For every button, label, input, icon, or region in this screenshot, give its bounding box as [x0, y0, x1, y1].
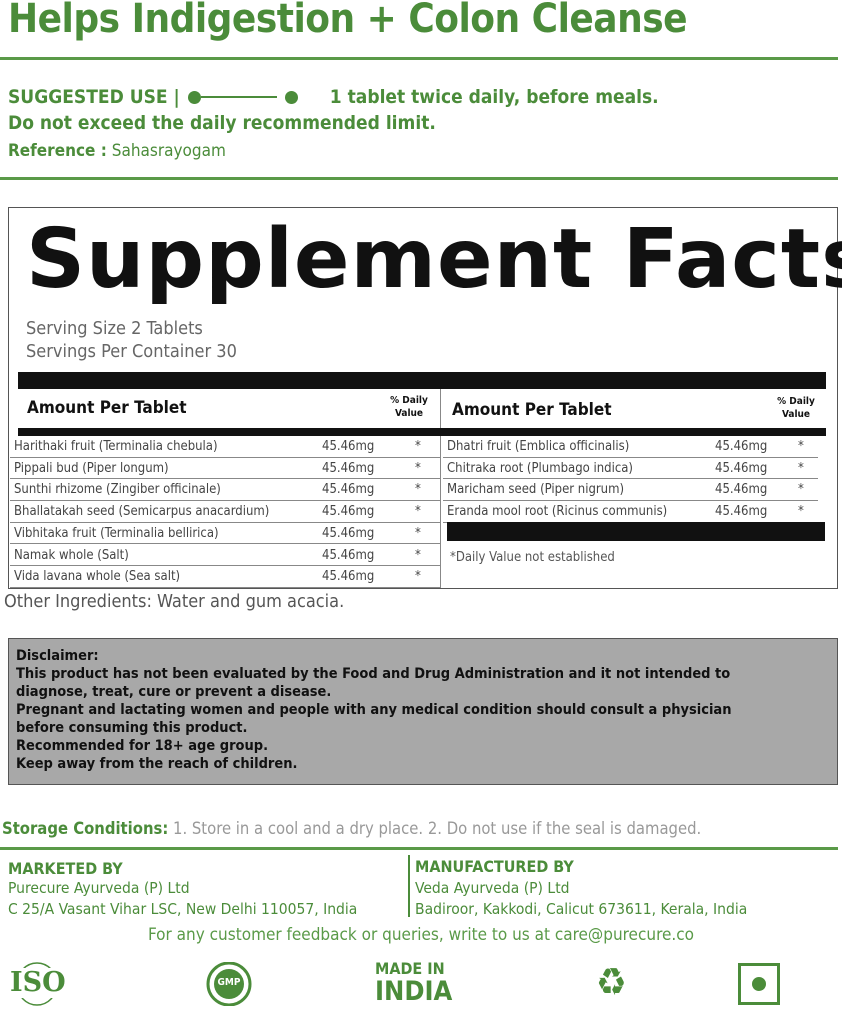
manufactured-by-label: MANUFACTURED BY: [415, 857, 574, 876]
disclaimer-line: This product has not been evaluated by t…: [16, 666, 731, 682]
divider: [0, 177, 838, 180]
ingredient-row: Vida lavana whole (Sea salt) 45.46mg *: [10, 566, 440, 588]
divider: [0, 57, 838, 60]
black-bar: [447, 522, 825, 541]
ingredient-amount: 45.46mg: [322, 460, 375, 476]
storage-conditions: Storage Conditions: 1. Store in a cool a…: [2, 819, 701, 838]
reference: Reference : Sahasrayogam: [8, 141, 226, 161]
ingredient-row: Eranda mool root (Ricinus communis) 45.46…: [443, 501, 818, 523]
disclaimer-line: before consuming this product.: [16, 720, 248, 736]
suggested-use-label: SUGGESTED USE |: [8, 86, 180, 108]
veg-mark-icon: [738, 963, 780, 1005]
suggested-use: SUGGESTED USE | 1 tablet twice daily, be…: [8, 86, 659, 108]
ingredient-dv: *: [415, 569, 421, 585]
ingredient-amount: 45.46mg: [715, 460, 768, 476]
ingredient-name: Dhatri fruit (Emblica officinalis): [447, 439, 630, 454]
recycle-icon: ♻: [596, 960, 627, 1004]
ingredient-amount: 45.46mg: [322, 569, 375, 585]
reference-value: Sahasrayogam: [111, 141, 226, 161]
ingredient-amount: 45.46mg: [322, 482, 375, 498]
ingredient-row: Sunthi rhizome (Zingiber officinale) 45.4…: [10, 479, 440, 501]
marketed-by-address: C 25/A Vasant Vihar LSC, New Delhi 11005…: [8, 900, 358, 918]
other-ingredients: Other Ingredients: Water and gum acacia.: [4, 591, 345, 612]
ingredient-row: Chitraka root (Plumbago indica) 45.46mg *: [443, 458, 818, 480]
ingredient-name: Harithaki fruit (Terminalia chebula): [14, 439, 218, 454]
ingredient-amount: 45.46mg: [715, 504, 768, 520]
black-bar: [18, 428, 826, 436]
supplement-facts-box: [8, 207, 838, 589]
dot-icon: [187, 90, 201, 104]
ingredient-amount: 45.46mg: [322, 504, 375, 520]
ingredient-dv: *: [415, 525, 421, 541]
ingredient-name: Vida lavana whole (Sea salt): [14, 569, 181, 585]
column-divider: [408, 855, 410, 917]
serving-size: Serving Size 2 Tablets: [26, 318, 203, 339]
disclaimer-line: Keep away from the reach of children.: [16, 756, 298, 772]
ingredient-dv: *: [415, 482, 421, 498]
disclaimer-line: Recommended for 18+ age group.: [16, 738, 269, 754]
ingredient-row: Harithaki fruit (Terminalia chebula) 45.4…: [10, 436, 440, 458]
marketed-by-label: MARKETED BY: [8, 859, 123, 878]
suggested-use-text: 1 tablet twice daily, before meals.: [329, 86, 659, 108]
ingredient-name: Chitraka root (Plumbago indica): [447, 460, 633, 476]
ingredient-amount: 45.46mg: [715, 439, 768, 454]
made-in-india-logo: MADE IN INDIA: [375, 959, 453, 1007]
ingredient-dv: *: [798, 439, 804, 454]
dash-icon: [200, 96, 277, 98]
ingredient-dv: *: [415, 460, 421, 476]
servings-per-container: Servings Per Container 30: [26, 341, 237, 362]
product-title: Helps Indigestion + Colon Cleanse: [8, 0, 688, 42]
ingredient-amount: 45.46mg: [322, 547, 375, 563]
disclaimer-box: Disclaimer: This product has not been ev…: [8, 638, 838, 785]
divider: [0, 847, 838, 850]
ingredient-dv: *: [798, 482, 804, 498]
limit-text: Do not exceed the daily recommended limi…: [8, 112, 436, 134]
left-header: Amount Per Tablet: [27, 398, 187, 418]
ingredient-name: Eranda mool root (Ricinus communis): [447, 504, 668, 520]
ingredient-name: Vibhitaka fruit (Terminalia bellirica): [14, 525, 219, 541]
ingredient-amount: 45.46mg: [322, 525, 375, 541]
ingredient-row: Bhallatakah seed (Semicarpus anacardium)…: [10, 501, 440, 523]
right-dv-header: % Daily Value: [777, 396, 815, 420]
dot-icon: [284, 90, 298, 104]
ingredient-name: Namak whole (Salt): [14, 547, 129, 563]
ingredient-dv: *: [415, 439, 421, 454]
feedback-text: For any customer feedback or queries, wr…: [147, 925, 695, 945]
manufactured-by-address: Badiroor, Kakkodi, Calicut 673611, Keral…: [415, 900, 748, 918]
storage-text: 1. Store in a cool and a dry place. 2. D…: [168, 819, 702, 838]
column-divider: [440, 389, 441, 588]
ingredient-row: Maricham seed (Piper nigrum) 45.46mg *: [443, 479, 818, 501]
right-header: Amount Per Tablet: [452, 400, 612, 420]
storage-label: Storage Conditions:: [2, 819, 169, 838]
marketed-by-name: Purecure Ayurveda (P) Ltd: [8, 879, 190, 897]
ingredient-name: Sunthi rhizome (Zingiber officinale): [14, 482, 221, 498]
reference-label: Reference :: [8, 141, 107, 161]
gmp-logo-icon: GMP: [205, 961, 253, 1007]
ingredient-row: Pippali bud (Piper longum) 45.46mg *: [10, 458, 440, 480]
ingredient-row: Dhatri fruit (Emblica officinalis) 45.46m…: [443, 436, 818, 458]
black-bar: [18, 372, 826, 389]
ingredient-dv: *: [798, 460, 804, 476]
disclaimer-line: Pregnant and lactating women and people …: [16, 702, 732, 718]
ingredient-amount: 45.46mg: [715, 482, 768, 498]
ingredient-dv: *: [798, 504, 804, 520]
ingredient-name: Maricham seed (Piper nigrum): [447, 482, 625, 498]
manufactured-by-name: Veda Ayurveda (P) Ltd: [415, 879, 570, 897]
ingredient-name: Pippali bud (Piper longum): [14, 460, 169, 476]
disclaimer-line: Disclaimer:: [16, 648, 99, 664]
ingredient-dv: *: [415, 504, 421, 520]
ingredient-dv: *: [415, 547, 421, 563]
ingredient-row: Vibhitaka fruit (Terminalia bellirica) 45…: [10, 523, 440, 545]
iso-logo-icon: ISO: [8, 962, 66, 1006]
daily-value-note: *Daily Value not established: [450, 550, 615, 565]
ingredient-amount: 45.46mg: [322, 439, 375, 454]
disclaimer-line: diagnose, treat, cure or prevent a disea…: [16, 684, 332, 700]
left-dv-header: % Daily Value: [390, 395, 428, 419]
ingredient-row: Namak whole (Salt) 45.46mg *: [10, 545, 440, 566]
supplement-facts-title: Supplement Facts: [26, 212, 842, 307]
ingredient-name: Bhallatakah seed (Semicarpus anacardium): [14, 504, 270, 520]
